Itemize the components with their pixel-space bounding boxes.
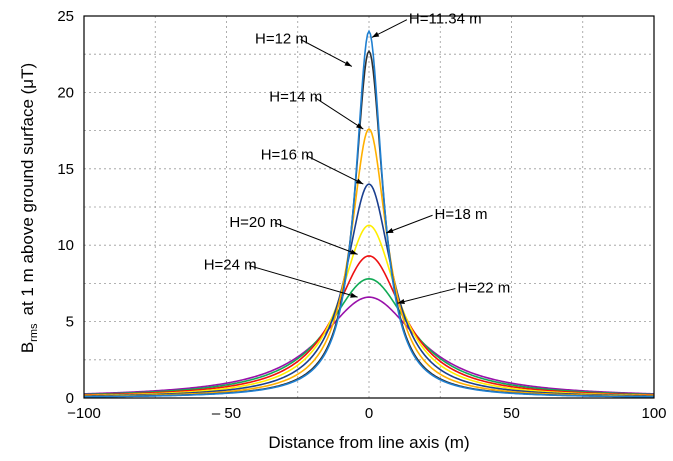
y-tick-label: 0 [66,390,74,407]
y-tick-label: 5 [66,314,74,331]
annotation-arrowhead [355,178,364,185]
x-axis-label: Distance from line axis (m) [268,433,469,452]
tick-labels: −100 – 50 0 50 100 0 5 10 15 20 25 [57,8,666,422]
series-annotation: H=12 m [255,31,308,48]
y-axis-label-sub: rms [28,323,40,342]
series-line [83,255,655,396]
annotation-arrowhead [386,228,394,233]
y-tick-label: 15 [57,161,74,178]
series-annotation: H=20 m [229,214,282,231]
series-annotation: H=22 m [457,280,510,297]
series-annotation: H=18 m [435,206,488,223]
annotation-arrow [274,222,358,255]
annotation-arrowhead [397,299,405,305]
y-axis-label-rest: at 1 m above ground surface (μT) [18,63,37,316]
annotation-arrowhead [371,31,380,38]
annotation-arrowhead [350,292,358,298]
plot-frame [83,15,655,399]
series-lines [83,29,655,398]
annotation-arrow [306,155,364,185]
annotation-arrow [300,39,353,67]
series-annotation: H=14 m [269,89,322,106]
y-tick-label: 25 [57,8,74,25]
x-tick-label: – 50 [212,405,241,422]
annotation-arrow [249,265,358,298]
x-tick-label: 50 [503,405,520,422]
y-tick-label: 20 [57,84,74,101]
series-annotation: H=11.34 m [409,11,482,28]
series-line [83,296,655,395]
annotation-arrowhead [356,123,364,130]
grid [84,16,654,398]
annotation-arrowhead [344,60,352,67]
annotation-arrow [385,214,433,234]
y-axis-label-main: B [18,342,37,353]
annotations: H=11.34 m H=12 m H=14 m H=16 m H=18 m H=20 m H… [204,11,510,305]
x-tick-label: 100 [641,405,666,422]
y-axis-label: Brms at 1 m above ground surface (μT) [18,63,40,353]
y-tick-label: 10 [57,237,74,254]
series-annotation: H=24 m [204,257,257,274]
series-line [83,224,655,397]
series-line [83,278,655,396]
x-tick-label: 0 [365,405,373,422]
annotation-arrowhead [350,249,358,255]
annotation-arrow [397,288,456,304]
series-line [83,29,655,398]
annotation-arrow [314,97,364,130]
series-line [83,183,655,397]
series-annotation: H=16 m [261,147,314,164]
x-tick-label: −100 [67,405,101,422]
